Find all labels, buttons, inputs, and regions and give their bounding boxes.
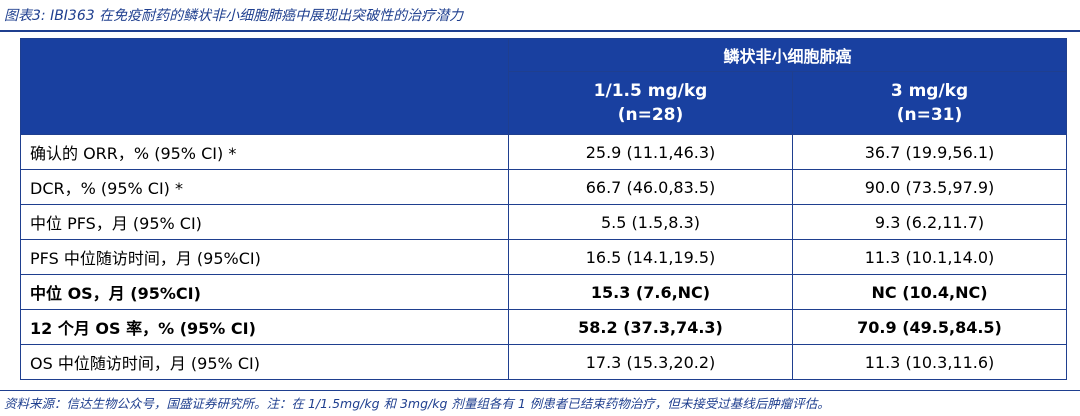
table-row: 确认的 ORR，% (95% CI) * 25.9 (11.1,46.3) 36…: [20, 134, 1068, 170]
dose-label: 1/1.5 mg/kg: [593, 81, 708, 101]
cell-low-dose: 5.5 (1.5,8.3): [508, 204, 793, 240]
row-label: OS 中位随访时间，月 (95% CI): [20, 344, 509, 380]
cell-low-dose: 58.2 (37.3,74.3): [508, 309, 793, 345]
cell-high-dose: NC (10.4,NC): [791, 274, 1068, 310]
table-row: DCR，% (95% CI) * 66.7 (46.0,83.5) 90.0 (…: [20, 169, 1068, 205]
table-row: PFS 中位随访时间，月 (95%CI) 16.5 (14.1,19.5) 11…: [20, 239, 1068, 275]
header-row-dose: 1/1.5 mg/kg (n=28) 3 mg/kg (n=31): [21, 71, 1068, 135]
results-table: 鳞状非小细胞肺癌 1/1.5 mg/kg (n=28) 3 mg/kg (n=3…: [20, 38, 1068, 380]
cell-high-dose: 36.7 (19.9,56.1): [791, 134, 1068, 170]
dose-label: 3 mg/kg: [890, 81, 969, 101]
table-row: 中位 OS，月 (95%CI) 15.3 (7.6,NC) NC (10.4,N…: [20, 274, 1068, 310]
cell-low-dose: 16.5 (14.1,19.5): [508, 239, 793, 275]
header-row-group: 鳞状非小细胞肺癌: [20, 38, 1068, 135]
row-label: 确认的 ORR，% (95% CI) *: [20, 134, 509, 170]
table-row: OS 中位随访时间，月 (95% CI) 17.3 (15.3,20.2) 11…: [20, 344, 1068, 380]
cell-high-dose: 70.9 (49.5,84.5): [791, 309, 1068, 345]
source-note: 资料来源：信达生物公众号，国盛证券研究所。注：在 1/1.5mg/kg 和 3m…: [4, 396, 830, 411]
row-label: PFS 中位随访时间，月 (95%CI): [20, 239, 509, 275]
column-header-low-dose: 1/1.5 mg/kg (n=28): [508, 71, 793, 135]
row-label: 中位 PFS，月 (95% CI): [20, 204, 509, 240]
sample-size-label: (n=31): [896, 105, 963, 125]
cell-low-dose: 15.3 (7.6,NC): [508, 274, 793, 310]
header-blank-cell: [20, 38, 509, 135]
group-header: 鳞状非小细胞肺癌: [507, 38, 1068, 72]
figure-title: 图表3: IBI363 在免疫耐药的鳞状非小细胞肺癌中展现出突破性的治疗潜力: [4, 8, 464, 24]
column-header-high-dose: 3 mg/kg (n=31): [791, 71, 1068, 135]
table-row: 12 个月 OS 率，% (95% CI) 58.2 (37.3,74.3) 7…: [20, 309, 1068, 345]
row-label: DCR，% (95% CI) *: [20, 169, 509, 205]
source-divider: [0, 390, 1080, 391]
cell-high-dose: 11.3 (10.1,14.0): [791, 239, 1068, 275]
cell-low-dose: 25.9 (11.1,46.3): [508, 134, 793, 170]
row-label: 12 个月 OS 率，% (95% CI): [20, 309, 509, 345]
sample-size-label: (n=28): [617, 105, 684, 125]
cell-low-dose: 17.3 (15.3,20.2): [508, 344, 793, 380]
cell-low-dose: 66.7 (46.0,83.5): [508, 169, 793, 205]
cell-high-dose: 9.3 (6.2,11.7): [791, 204, 1068, 240]
table-row: 中位 PFS，月 (95% CI) 5.5 (1.5,8.3) 9.3 (6.2…: [20, 204, 1068, 240]
cell-high-dose: 11.3 (10.3,11.6): [791, 344, 1068, 380]
title-divider: [0, 30, 1080, 32]
row-label: 中位 OS，月 (95%CI): [20, 274, 509, 310]
cell-high-dose: 90.0 (73.5,97.9): [791, 169, 1068, 205]
